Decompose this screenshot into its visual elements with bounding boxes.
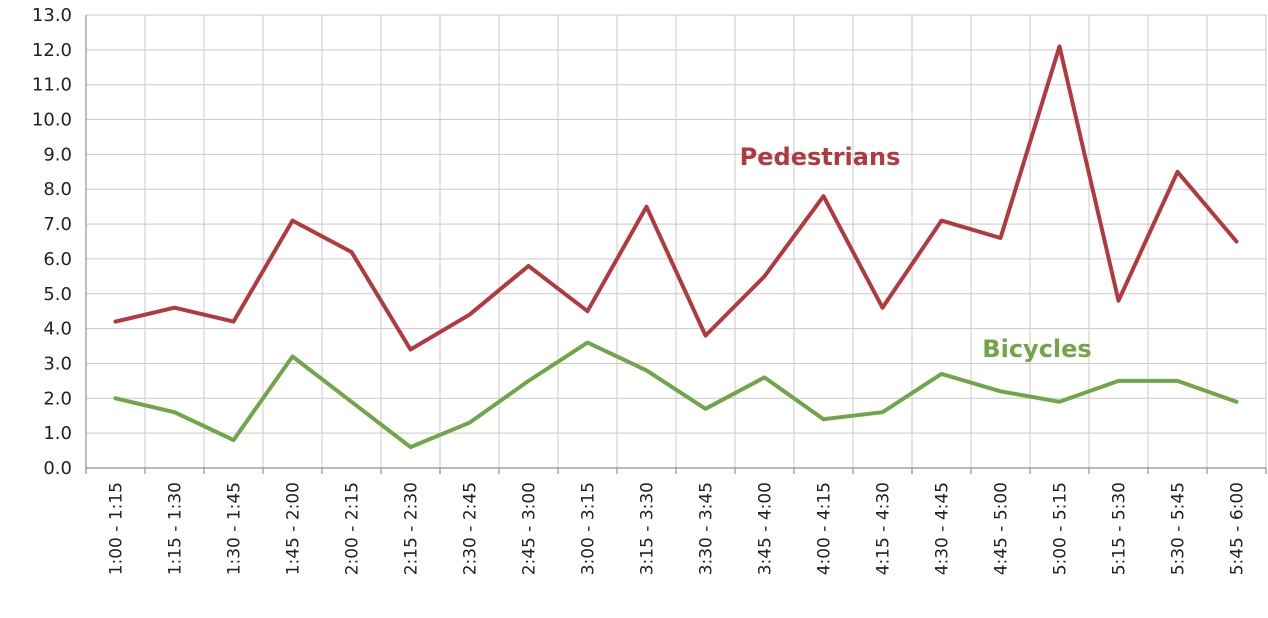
y-tick-label: 11.0: [32, 75, 72, 96]
y-tick-label: 1.0: [43, 423, 72, 444]
x-tick-label: 4:15 - 4:30: [874, 482, 894, 575]
series-label-pedestrians: Pedestrians: [740, 143, 901, 171]
x-tick-label: 2:00 - 2:15: [343, 482, 363, 575]
y-tick-label: 12.0: [32, 40, 72, 61]
x-tick-label: 2:15 - 2:30: [402, 482, 422, 575]
x-tick-label: 1:45 - 2:00: [284, 482, 304, 575]
x-tick-label: 3:15 - 3:30: [638, 482, 658, 575]
y-tick-label: 13.0: [32, 5, 72, 26]
y-tick-label: 5.0: [43, 284, 72, 305]
x-tick-label: 4:00 - 4:15: [815, 482, 835, 575]
y-tick-label: 8.0: [43, 179, 72, 200]
y-tick-label: 4.0: [43, 319, 72, 340]
x-tick-label: 2:45 - 3:00: [520, 482, 540, 575]
series-labels: Pedestrians Bicycles: [740, 143, 1092, 363]
x-tick-label: 1:30 - 1:45: [225, 482, 245, 575]
x-tick-label: 1:15 - 1:30: [166, 482, 186, 575]
y-axis-tick-labels: 0.0 1.0 2.0 3.0 4.0 5.0 6.0 7.0 8.0 9.0 10.0 11.0 12…: [32, 5, 72, 479]
axes: [85, 15, 1267, 474]
y-tick-label: 3.0: [43, 353, 72, 374]
x-tick-label: 5:15 - 5:30: [1110, 482, 1130, 575]
x-axis-tick-labels: 1:00 - 1:15 1:15 - 1:30 1:30 - 1:45 1:45 - …: [107, 482, 1248, 575]
x-tick-label: 3:30 - 3:45: [697, 482, 717, 575]
series-line-bicycles: [113, 340, 1239, 450]
x-tick-label: 3:00 - 3:15: [579, 482, 599, 575]
x-tick-label: 3:45 - 4:00: [756, 482, 776, 575]
series-line-pedestrians: [113, 44, 1239, 352]
x-tick-label: 5:30 - 5:45: [1169, 482, 1189, 575]
series-lines: [113, 44, 1239, 450]
x-tick-label: 5:00 - 5:15: [1051, 482, 1071, 575]
x-tick-label: 1:00 - 1:15: [107, 482, 127, 575]
series-label-bicycles: Bicycles: [982, 335, 1091, 363]
x-tick-label: 2:30 - 2:45: [461, 482, 481, 575]
y-tick-label: 10.0: [32, 110, 72, 131]
x-tick-label: 4:30 - 4:45: [933, 482, 953, 575]
y-tick-label: 9.0: [43, 144, 72, 165]
y-tick-label: 7.0: [43, 214, 72, 235]
y-tick-label: 0.0: [43, 458, 72, 479]
x-tick-label: 5:45 - 6:00: [1228, 482, 1248, 575]
y-tick-label: 6.0: [43, 249, 72, 270]
y-tick-label: 2.0: [43, 388, 72, 409]
x-tick-label: 4:45 - 5:00: [992, 482, 1012, 575]
